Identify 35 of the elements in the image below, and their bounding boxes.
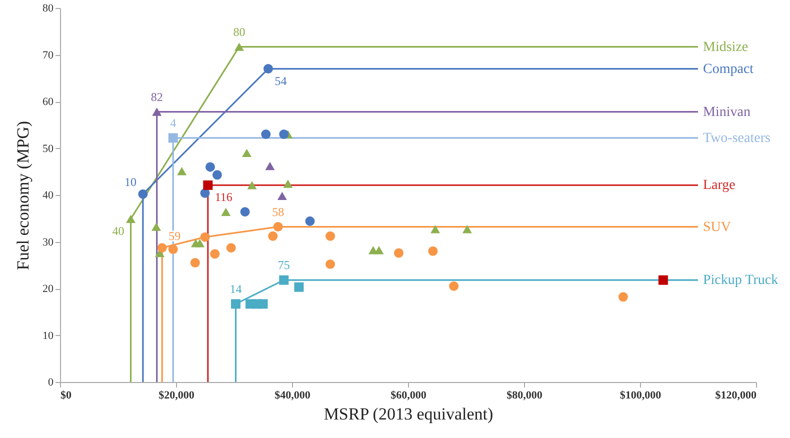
series-label: Minivan: [703, 104, 750, 120]
series-label: Large: [703, 178, 736, 194]
annotation: 4: [170, 116, 176, 130]
x-tick-label: $0: [60, 390, 72, 402]
annotation: 75: [278, 258, 290, 272]
y-tick-label: 60: [42, 96, 54, 108]
annotation: 116: [214, 190, 232, 204]
x-axis-title: MSRP (2013 equivalent): [324, 404, 494, 424]
y-tick-label: 80: [42, 2, 54, 14]
y-tick-label: 10: [42, 330, 54, 342]
y-axis-title: Fuel economy (MPG): [14, 120, 32, 270]
y-tick-label: 70: [42, 49, 54, 62]
annotation: 80: [233, 24, 246, 39]
annotation: 14: [230, 282, 242, 296]
x-tick-label: $40,000: [274, 390, 311, 402]
annotation: 40: [112, 224, 124, 238]
y-tick-label: 20: [42, 283, 54, 295]
x-tick-label: $20,000: [158, 390, 195, 402]
y-tick-label: 30: [42, 236, 54, 248]
annotation: 82: [150, 90, 163, 104]
x-tick-label: $120,000: [715, 390, 757, 402]
annotation: 10: [124, 175, 136, 190]
annotation: 58: [272, 204, 284, 219]
y-tick-label: 50: [42, 142, 54, 155]
series-label: Compact: [703, 62, 754, 77]
y-tick-label: 40: [42, 190, 54, 202]
annotation: 54: [274, 74, 287, 88]
y-tick-label: 0: [48, 376, 54, 388]
series-label: SUV: [703, 220, 732, 235]
series-label: Two-seaters: [703, 130, 770, 146]
series-label: Midsize: [703, 40, 748, 55]
x-tick-label: $100,000: [620, 390, 662, 402]
x-tick-label: $60,000: [390, 390, 427, 402]
series-label: Pickup Truck: [703, 273, 778, 288]
x-tick-label: $80,000: [506, 390, 543, 402]
